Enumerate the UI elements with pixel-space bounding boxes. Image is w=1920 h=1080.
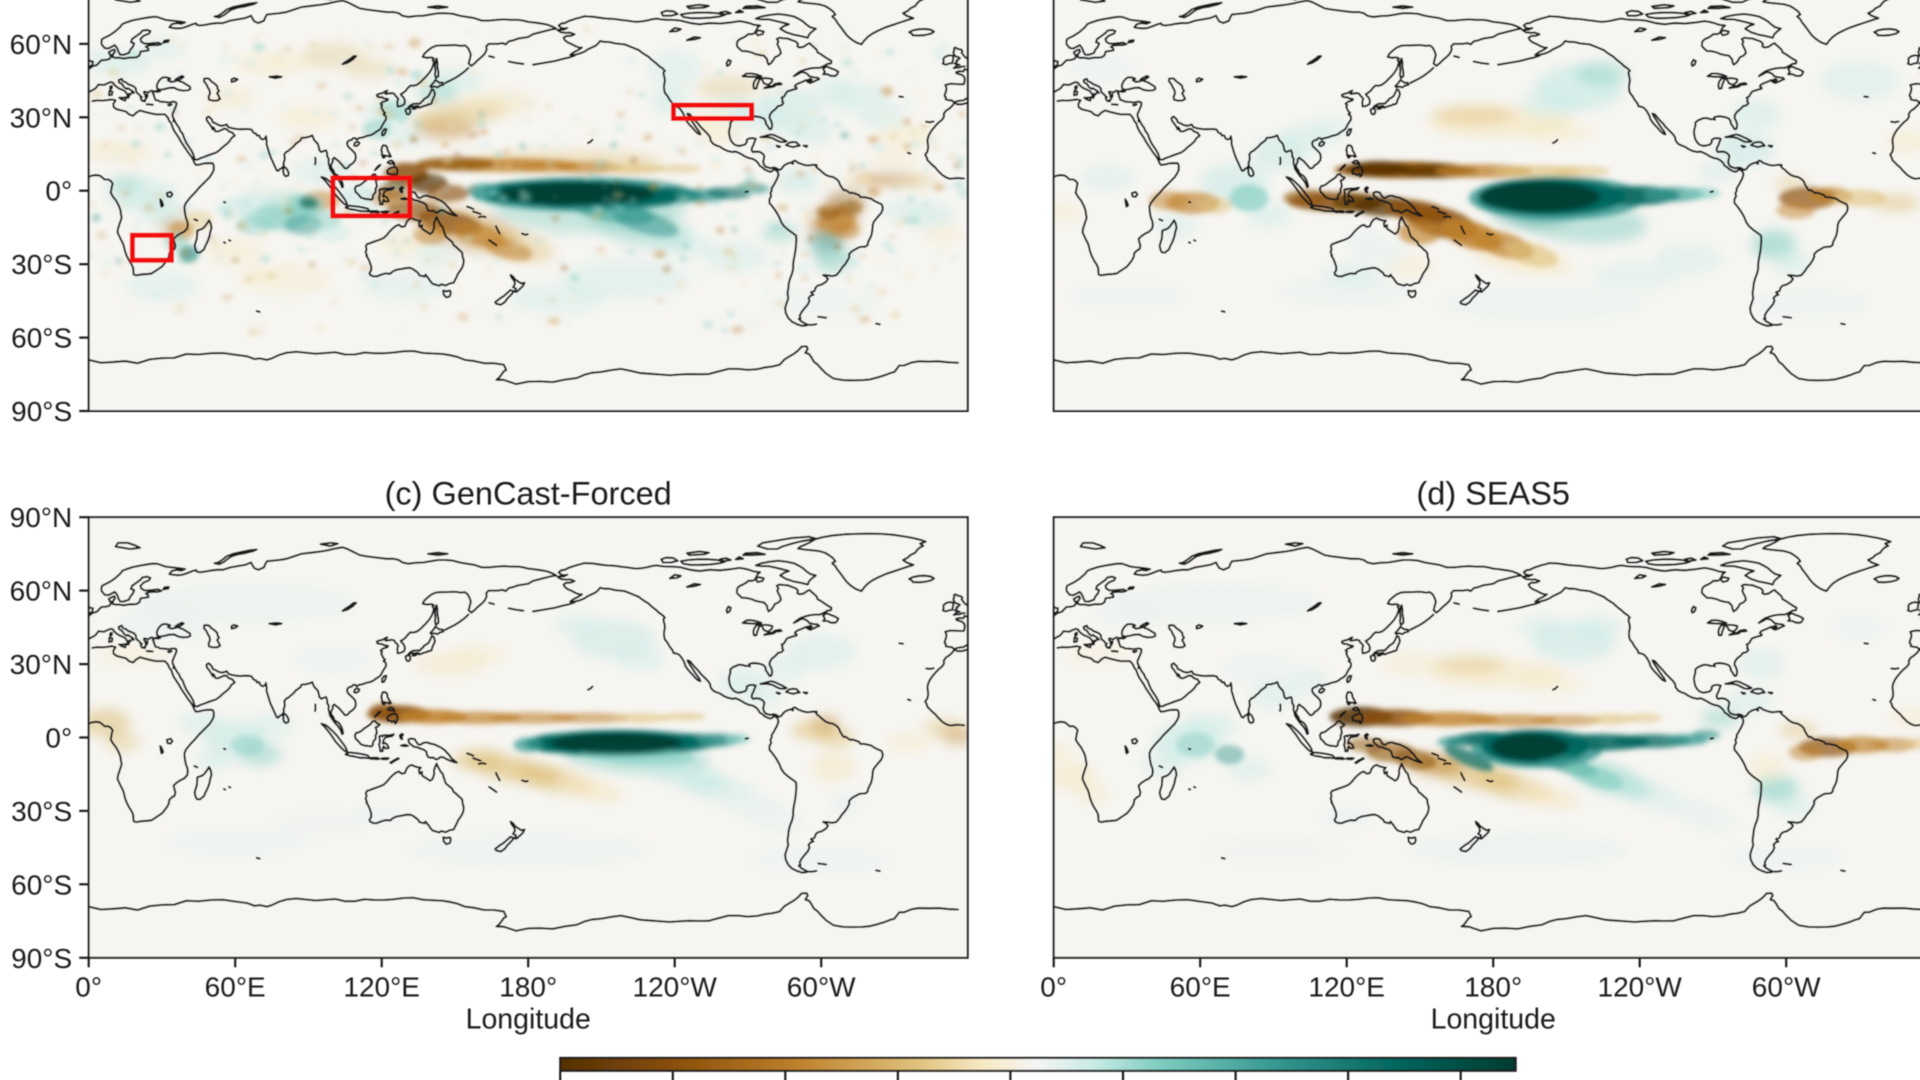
svg-text:0°: 0° <box>45 723 72 754</box>
svg-text:0°: 0° <box>75 971 102 1002</box>
svg-text:60°N: 60°N <box>10 576 73 607</box>
svg-text:60°W: 60°W <box>787 971 856 1002</box>
svg-text:90°N: 90°N <box>10 502 73 533</box>
svg-text:60°S: 60°S <box>11 323 72 354</box>
svg-text:30°N: 30°N <box>10 649 73 680</box>
svg-text:60°E: 60°E <box>205 971 266 1002</box>
svg-text:30°S: 30°S <box>11 796 72 827</box>
svg-text:180°: 180° <box>1464 971 1522 1002</box>
svg-text:60°S: 60°S <box>11 869 72 900</box>
svg-text:Longitude: Longitude <box>1431 1004 1556 1036</box>
svg-text:90°S: 90°S <box>11 943 72 974</box>
svg-text:60°W: 60°W <box>1752 971 1821 1002</box>
svg-text:120°E: 120°E <box>343 971 420 1002</box>
svg-text:120°W: 120°W <box>633 971 718 1002</box>
svg-text:30°S: 30°S <box>11 249 72 280</box>
svg-text:(c) GenCast-Forced: (c) GenCast-Forced <box>385 476 672 512</box>
svg-text:60°E: 60°E <box>1170 971 1231 1002</box>
svg-text:180°: 180° <box>499 971 557 1002</box>
svg-text:(d) SEAS5: (d) SEAS5 <box>1416 476 1570 512</box>
svg-text:30°N: 30°N <box>10 102 73 133</box>
svg-text:60°N: 60°N <box>10 29 73 60</box>
svg-text:0°: 0° <box>1040 971 1067 1002</box>
svg-text:90°S: 90°S <box>11 396 72 427</box>
svg-text:0°: 0° <box>45 176 72 207</box>
svg-text:120°W: 120°W <box>1598 971 1683 1002</box>
svg-text:Longitude: Longitude <box>466 1004 591 1036</box>
svg-text:120°E: 120°E <box>1308 971 1385 1002</box>
